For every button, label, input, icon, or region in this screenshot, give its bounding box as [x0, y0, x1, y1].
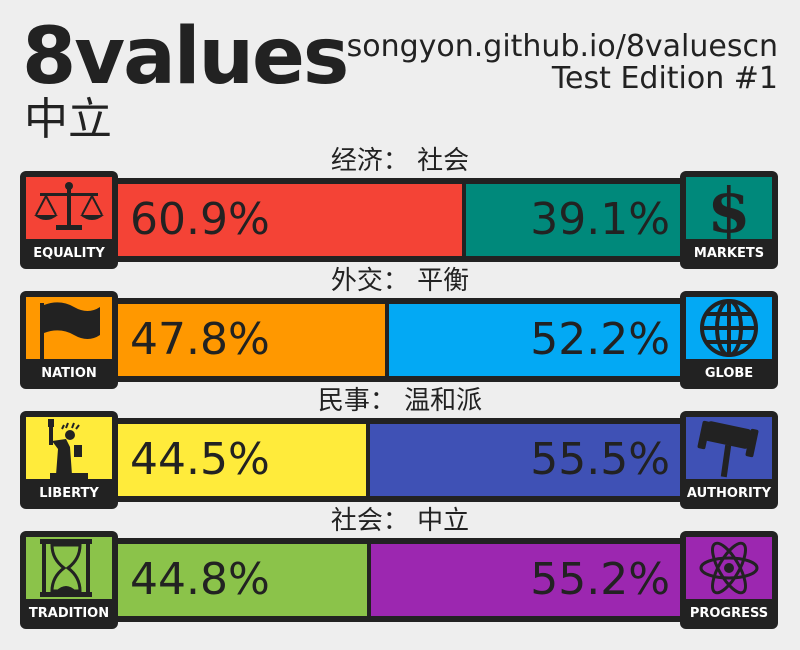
- nation-icon-bg: [26, 297, 112, 359]
- markets-icon-bg: $: [686, 177, 772, 239]
- liberty-icon-bg: [26, 417, 112, 479]
- progress-percent: 55.2%: [530, 554, 670, 605]
- tradition-label: TRADITION: [28, 606, 110, 621]
- nation-label: NATION: [41, 366, 97, 381]
- liberty-icon-box: LIBERTY: [20, 411, 118, 509]
- site-url: songyon.github.io/8valuescn: [346, 29, 778, 64]
- segment-markets: 39.1%: [466, 184, 694, 256]
- markets-percent: 39.1%: [530, 194, 670, 245]
- progress-label: PROGRESS: [689, 606, 769, 621]
- statue-of-liberty-icon: [48, 419, 88, 479]
- authority-percent: 55.5%: [530, 434, 670, 485]
- scales-icon: [34, 182, 104, 230]
- segment-globe: 52.2%: [389, 304, 694, 376]
- equality-icon-box: EQUALITY: [20, 171, 118, 269]
- axis-bar-economic: 60.9% 39.1%: [100, 178, 700, 262]
- segment-equality: 60.9%: [106, 184, 462, 256]
- authority-icon-bg: [686, 417, 772, 479]
- equality-percent: 60.9%: [130, 194, 270, 245]
- authority-label: AUTHORITY: [686, 486, 772, 501]
- axis-bar-civil: 44.5% 55.5%: [100, 418, 700, 502]
- flag-icon: [40, 302, 100, 359]
- globe-label: GLOBE: [704, 366, 754, 381]
- equality-icon-bg: [26, 177, 112, 239]
- authority-icon-box: AUTHORITY: [680, 411, 778, 509]
- tradition-percent: 44.8%: [130, 554, 270, 605]
- axis-label-societal: 社会： 中立: [330, 506, 470, 536]
- globe-icon-bg: [686, 297, 772, 359]
- svg-text:$: $: [707, 177, 750, 239]
- segment-tradition: 44.8%: [106, 544, 367, 616]
- globe-percent: 52.2%: [530, 314, 670, 365]
- globe-icon-box: GLOBE: [680, 291, 778, 389]
- nation-percent: 47.8%: [130, 314, 270, 365]
- progress-icon-bg: [686, 537, 772, 599]
- atom-icon: [699, 541, 759, 595]
- hourglass-icon: [40, 539, 92, 597]
- equality-label: EQUALITY: [33, 246, 105, 261]
- app-title: 8values: [22, 12, 349, 102]
- tradition-icon-box: TRADITION: [20, 531, 118, 629]
- axis-bar-societal: 44.8% 55.2%: [100, 538, 700, 622]
- segment-authority: 55.5%: [370, 424, 694, 496]
- markets-label: MARKETS: [693, 246, 765, 261]
- globe-icon: [700, 299, 758, 357]
- progress-icon-box: PROGRESS: [680, 531, 778, 629]
- dollar-icon: $: [707, 177, 750, 239]
- edition-label: Test Edition #1: [551, 61, 778, 96]
- nation-icon-box: NATION: [20, 291, 118, 389]
- axis-bar-diplomatic: 47.8% 52.2%: [100, 298, 700, 382]
- gavel-icon: [697, 420, 759, 478]
- segment-progress: 55.2%: [371, 544, 694, 616]
- axis-label-diplomatic: 外交： 平衡: [330, 266, 470, 296]
- segment-liberty: 44.5%: [106, 424, 366, 496]
- tradition-icon-bg: [26, 537, 112, 599]
- segment-nation: 47.8%: [106, 304, 385, 376]
- liberty-percent: 44.5%: [130, 434, 270, 485]
- axis-label-civil: 民事： 温和派: [317, 386, 483, 416]
- liberty-label: LIBERTY: [39, 486, 99, 501]
- markets-icon-box: $ MARKETS: [680, 171, 778, 269]
- ideology-label: 中立: [24, 94, 112, 145]
- axis-label-economic: 经济： 社会: [330, 146, 470, 176]
